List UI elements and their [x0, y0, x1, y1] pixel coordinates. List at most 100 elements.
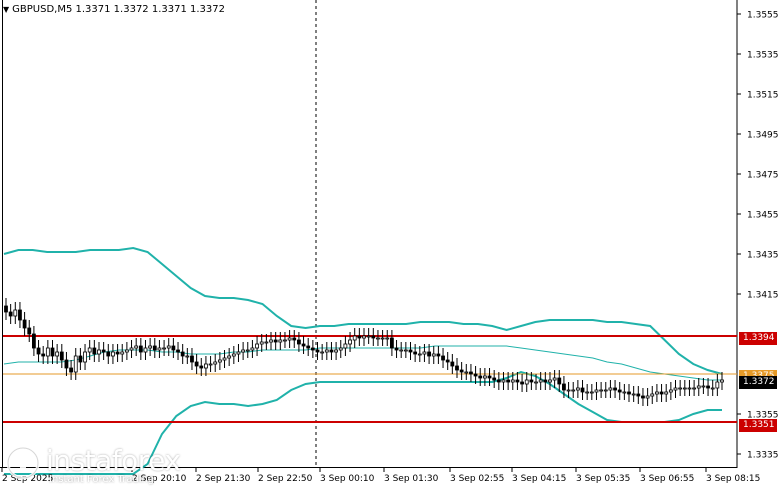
candle-body: [627, 391, 631, 395]
candle-body: [571, 389, 576, 392]
candle-body: [431, 353, 436, 357]
candle-body: [157, 347, 162, 351]
time-tick-label: 2 Sep 20:10: [132, 474, 187, 484]
candle-body: [18, 309, 22, 321]
candle-body: [659, 391, 664, 395]
candle-body: [720, 379, 724, 383]
candle-body: [622, 391, 627, 394]
candle-body: [217, 359, 222, 363]
candle-body: [329, 349, 334, 353]
candle-body: [87, 347, 92, 353]
candle-body: [599, 389, 604, 392]
candle-body: [441, 355, 445, 361]
watermark-name: instaforex: [46, 444, 181, 477]
candle-body: [222, 357, 227, 361]
time-axis: 2 Sep 2025 2 Sep 20:10 2 Sep 21:30 2 Sep 22…: [1, 468, 760, 484]
candle-body: [413, 351, 418, 355]
candle-body: [124, 349, 129, 353]
time-tick-label: 2 Sep 2025: [2, 474, 53, 484]
candle-body: [283, 339, 287, 342]
candle-body: [227, 355, 232, 359]
candle-body: [315, 349, 320, 353]
candle-body: [389, 337, 394, 349]
candle-body: [682, 387, 687, 390]
dropdown-triangle-icon[interactable]: ▼: [3, 5, 10, 14]
time-tick-label: 3 Sep 01:30: [384, 474, 439, 484]
candle-body: [73, 355, 78, 373]
candle-body: [520, 381, 524, 385]
candle-body: [27, 327, 32, 335]
candle-body: [664, 391, 669, 395]
candle-body: [506, 379, 511, 383]
candle-body: [64, 359, 69, 369]
instaforex-watermark: instaforex Instant Forex Trading: [6, 444, 186, 488]
candle-body: [408, 349, 413, 353]
candle-body: [41, 353, 46, 357]
time-tick-label: 3 Sep 06:55: [640, 474, 694, 484]
candle-body: [650, 393, 655, 397]
candle-body: [236, 351, 241, 355]
candle-body: [255, 343, 259, 349]
candle-body: [106, 351, 111, 357]
candle-body: [204, 363, 208, 369]
candle-body: [306, 345, 311, 349]
candle-body: [366, 335, 371, 338]
candle-body: [692, 387, 697, 390]
candle-body: [111, 351, 115, 357]
candle-body: [445, 359, 450, 363]
candle-body: [301, 343, 306, 347]
candle-body: [292, 337, 297, 341]
candle-body: [529, 379, 534, 383]
candle-body: [138, 345, 143, 353]
candle-body: [59, 351, 64, 361]
candle-body: [496, 379, 501, 383]
support-price-label: 1.3351: [739, 419, 777, 432]
candle-body: [273, 339, 278, 343]
candle-body: [464, 371, 469, 374]
candle-body: [696, 385, 701, 389]
price-tick-label: 1.3335: [747, 451, 779, 461]
candle-body: [469, 371, 473, 375]
candle-body: [36, 347, 41, 355]
candle-body: [645, 395, 650, 399]
candle-body: [478, 375, 483, 379]
candle-body: [580, 387, 585, 393]
candle-body: [241, 349, 246, 353]
candle-body: [148, 345, 153, 349]
symbol-line: GBPUSD,M5 1.3371 1.3372 1.3371 1.3372: [12, 4, 226, 15]
candle-body: [548, 379, 552, 383]
candle-body: [515, 379, 520, 383]
candle-body: [552, 377, 557, 381]
candle-body: [162, 347, 166, 350]
candle-body: [585, 391, 590, 394]
candle-body: [250, 347, 255, 351]
price-tick-label: 1.3555: [747, 11, 779, 21]
candle-body: [338, 347, 343, 351]
candle-body: [706, 385, 710, 389]
candle-body: [101, 349, 106, 353]
candle-body: [617, 389, 622, 393]
candle-body: [310, 347, 315, 351]
candle-body: [655, 391, 659, 395]
resistance-price-label: 1.3394: [739, 332, 777, 345]
candle-body: [83, 351, 87, 363]
candle-body: [715, 381, 720, 389]
candle-body: [13, 309, 18, 317]
chart-area[interactable]: [0, 0, 737, 468]
candle-body: [399, 349, 404, 352]
candle-body: [557, 377, 562, 385]
candle-body: [538, 379, 543, 383]
candle-body: [450, 361, 455, 367]
candle-body: [710, 387, 715, 390]
bollinger-middle-line: [3, 345, 722, 381]
candle-body: [334, 349, 339, 353]
candle-body: [403, 349, 408, 352]
candle-body: [422, 351, 427, 355]
candle-body: [524, 379, 529, 385]
candle-body: [589, 391, 594, 394]
candle-body: [510, 379, 515, 383]
candle-body: [417, 353, 422, 356]
candle-body: [22, 319, 27, 329]
price-axis: 1.3555 1.3535 1.3515 1.3495 1.3475 1.3455 1.34…: [737, 11, 779, 461]
